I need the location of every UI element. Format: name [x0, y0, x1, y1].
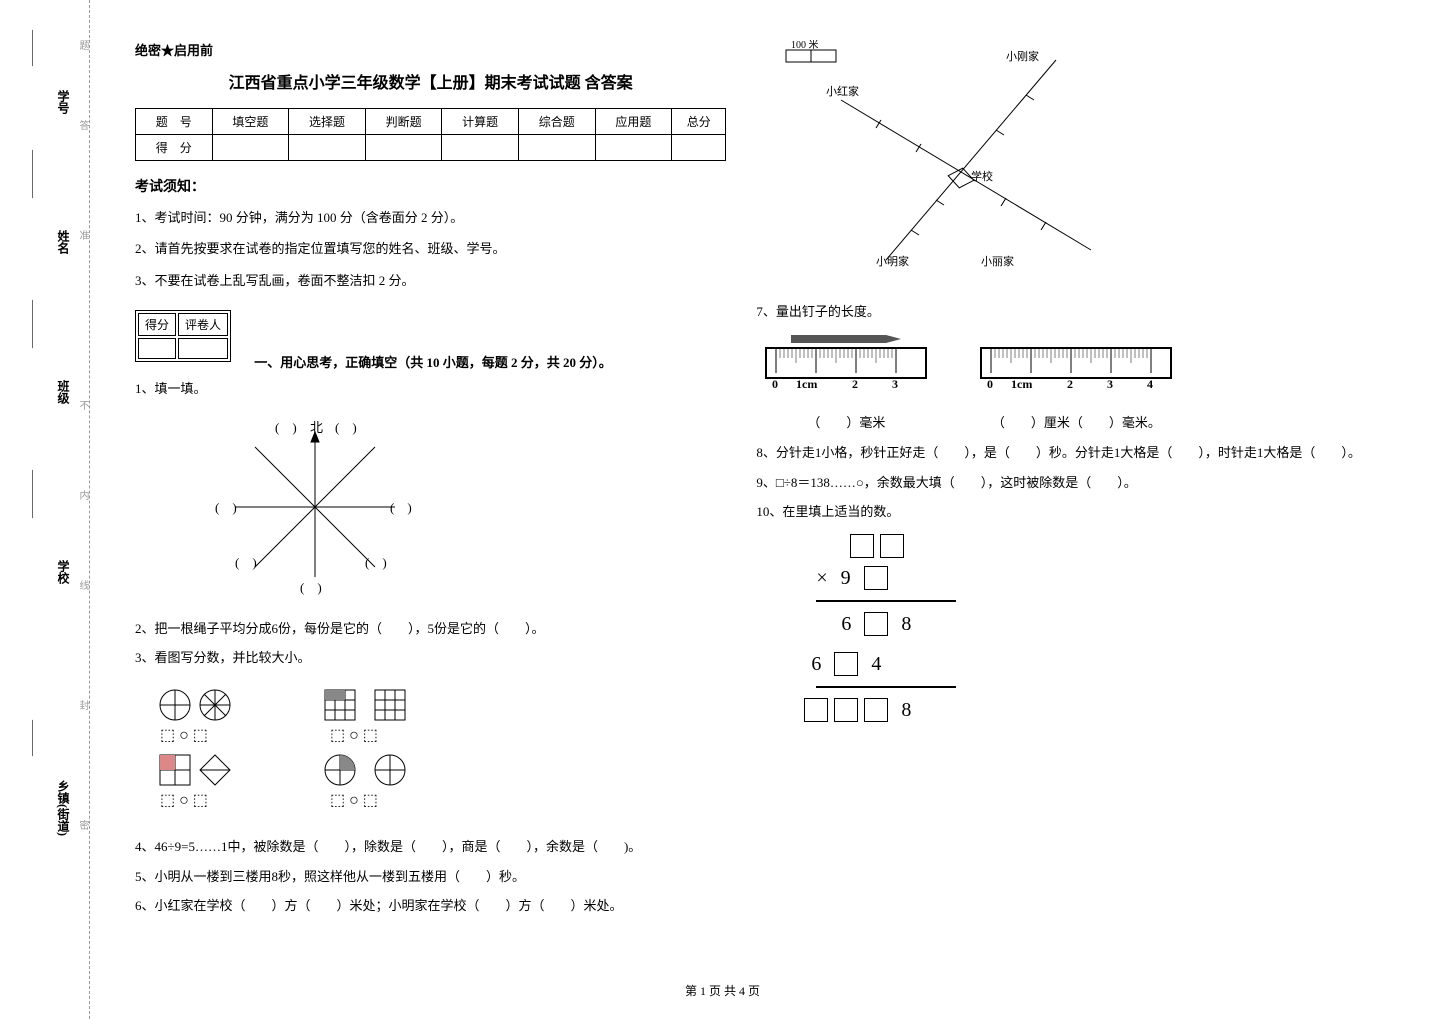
scorer-box: 得分 评卷人 — [135, 310, 231, 362]
compass-diagram: ( ) 北 ( ) ( ) ( ) ( ) ( ) ( ) — [215, 417, 415, 597]
page-footer: 第 1 页 共 4 页 — [0, 982, 1445, 999]
ruler-1: 0 1cm 2 3 （ ）毫米 — [756, 333, 936, 431]
score-table: 题 号 填空题 选择题 判断题 计算题 综合题 应用题 总分 得 分 — [135, 108, 726, 161]
svg-text:( ): ( ) — [215, 500, 237, 515]
table-row: 题 号 填空题 选择题 判断题 计算题 综合题 应用题 总分 — [136, 109, 726, 135]
left-column: 绝密★启用前 江西省重点小学三年级数学【上册】期末考试试题 含答案 题 号 填空… — [120, 40, 741, 999]
seal-char-8: 题 — [75, 40, 90, 52]
svg-text:( ): ( ) — [365, 555, 387, 570]
svg-text:( ): ( ) — [275, 420, 297, 435]
svg-text:⬚ ○ ⬚: ⬚ ○ ⬚ — [330, 727, 378, 744]
bind-label-school: 学校 — [55, 560, 72, 584]
seal-char-7: 答 — [75, 120, 90, 132]
seal-char-5: 不 — [75, 400, 90, 412]
svg-text:小红家: 小红家 — [826, 84, 859, 98]
th-app: 应用题 — [595, 109, 672, 135]
ruler-2: 0 1cm 2 3 4 （ ）厘米（ ）毫米。 — [976, 343, 1176, 431]
svg-text:2: 2 — [1067, 377, 1073, 391]
svg-text:0: 0 — [987, 377, 993, 391]
bind-label-name: 姓名 — [55, 230, 72, 254]
ruler1-label: （ ）毫米 — [756, 412, 936, 431]
svg-text:3: 3 — [1107, 377, 1113, 391]
svg-text:0: 0 — [772, 377, 778, 391]
question-4: 4、46÷9=5……1中，被除数是（ ），除数是（ ），商是（ ），余数是（ )… — [135, 835, 726, 858]
th-num: 题 号 — [136, 109, 213, 135]
ruler-section: 0 1cm 2 3 （ ）毫米 0 — [756, 333, 1410, 431]
content-area: 绝密★启用前 江西省重点小学三年级数学【上册】期末考试试题 含答案 题 号 填空… — [90, 0, 1445, 1019]
th-judge: 判断题 — [365, 109, 442, 135]
seal-char-1: 密 — [75, 820, 90, 832]
svg-text:( ): ( ) — [300, 580, 322, 595]
bind-line-1: ______ — [30, 720, 45, 756]
notice-2: 2、请首先按要求在试卷的指定位置填写您的姓名、班级、学号。 — [135, 237, 726, 260]
question-3: 3、看图写分数，并比较大小。 — [135, 646, 726, 669]
svg-text:3: 3 — [892, 377, 898, 391]
svg-text:⬚ ○ ⬚: ⬚ ○ ⬚ — [160, 727, 208, 744]
bind-line-5: ______ — [30, 30, 45, 66]
svg-text:( ): ( ) — [335, 420, 357, 435]
svg-text:1cm: 1cm — [1011, 377, 1032, 391]
svg-text:( ): ( ) — [235, 555, 257, 570]
svg-text:⬚ ○ ⬚: ⬚ ○ ⬚ — [160, 792, 208, 809]
svg-text:北: 北 — [310, 420, 323, 435]
question-5: 5、小明从一楼到三楼用8秒，照这样他从一楼到五楼用（ ）秒。 — [135, 865, 726, 888]
bind-label-class: 班级 — [55, 380, 72, 404]
th-comp: 综合题 — [518, 109, 595, 135]
question-7: 7、量出钉子的长度。 — [756, 300, 1410, 323]
svg-text:1cm: 1cm — [796, 377, 817, 391]
fraction-diagram: ⬚ ○ ⬚ ⬚ ○ ⬚ ⬚ ○ ⬚ ⬚ ○ ⬚ — [155, 685, 475, 815]
question-1: 1、填一填。 — [135, 377, 726, 400]
bind-line-3: ________ — [30, 300, 45, 348]
svg-text:小刚家: 小刚家 — [1006, 49, 1039, 63]
right-column: 100 米 小红家 小刚家 学校 小明家 小丽家 7、量出钉子的长度。 — [741, 40, 1425, 999]
question-9: 9、□÷8＝138……○，余数最大填（ ），这时被除数是（ ）。 — [756, 471, 1410, 494]
question-10: 10、在里填上适当的数。 — [756, 500, 1410, 523]
map-diagram: 100 米 小红家 小刚家 学校 小明家 小丽家 — [756, 40, 1176, 290]
binding-margin: 乡镇(街道) ______ 学校 ________ 班级 ________ 姓名… — [0, 0, 90, 1019]
bind-label-town: 乡镇(街道) — [55, 780, 72, 836]
th-fill: 填空题 — [212, 109, 289, 135]
svg-text:⬚ ○ ⬚: ⬚ ○ ⬚ — [330, 792, 378, 809]
svg-text:100 米: 100 米 — [791, 40, 819, 51]
exam-title: 江西省重点小学三年级数学【上册】期末考试试题 含答案 — [135, 69, 726, 93]
th-calc: 计算题 — [442, 109, 519, 135]
scorer-person: 评卷人 — [178, 313, 228, 336]
svg-text:小明家: 小明家 — [876, 254, 909, 268]
svg-text:学校: 学校 — [971, 169, 993, 183]
section1-title: 一、用心思考，正确填空（共 10 小题，每题 2 分，共 20 分）。 — [254, 355, 612, 370]
bind-label-id: 学号 — [55, 90, 72, 114]
question-2: 2、把一根绳子平均分成6份，每份是它的（ ），5份是它的（ ）。 — [135, 617, 726, 640]
svg-text:2: 2 — [852, 377, 858, 391]
ruler2-label: （ ）厘米（ ）毫米。 — [976, 412, 1176, 431]
notice-3: 3、不要在试卷上乱写乱画，卷面不整洁扣 2 分。 — [135, 269, 726, 292]
table-row: 得 分 — [136, 135, 726, 161]
scorer-score: 得分 — [138, 313, 176, 336]
notice-1: 1、考试时间：90 分钟，满分为 100 分（含卷面分 2 分）。 — [135, 206, 726, 229]
svg-text:4: 4 — [1147, 377, 1153, 391]
svg-text:( ): ( ) — [390, 500, 412, 515]
multiplication-puzzle: ×9 68 64 8 — [816, 534, 1410, 730]
bind-line-4: ________ — [30, 150, 45, 198]
seal-char-4: 内 — [75, 490, 90, 502]
seal-char-2: 封 — [75, 700, 90, 712]
seal-char-3: 线 — [75, 580, 90, 592]
question-8: 8、分针走1小格，秒针正好走（ ），是（ ）秒。分针走1大格是（ ），时针走1大… — [756, 441, 1410, 464]
notice-heading: 考试须知： — [135, 176, 726, 196]
confidential-label: 绝密★启用前 — [135, 40, 726, 59]
svg-text:小丽家: 小丽家 — [981, 254, 1014, 268]
th-total: 总分 — [672, 109, 726, 135]
th-choice: 选择题 — [289, 109, 366, 135]
question-6: 6、小红家在学校（ ）方（ ）米处；小明家在学校（ ）方（ ）米处。 — [135, 894, 726, 917]
seal-char-6: 准 — [75, 230, 90, 242]
bind-line-2: ________ — [30, 470, 45, 518]
td-score-label: 得 分 — [136, 135, 213, 161]
